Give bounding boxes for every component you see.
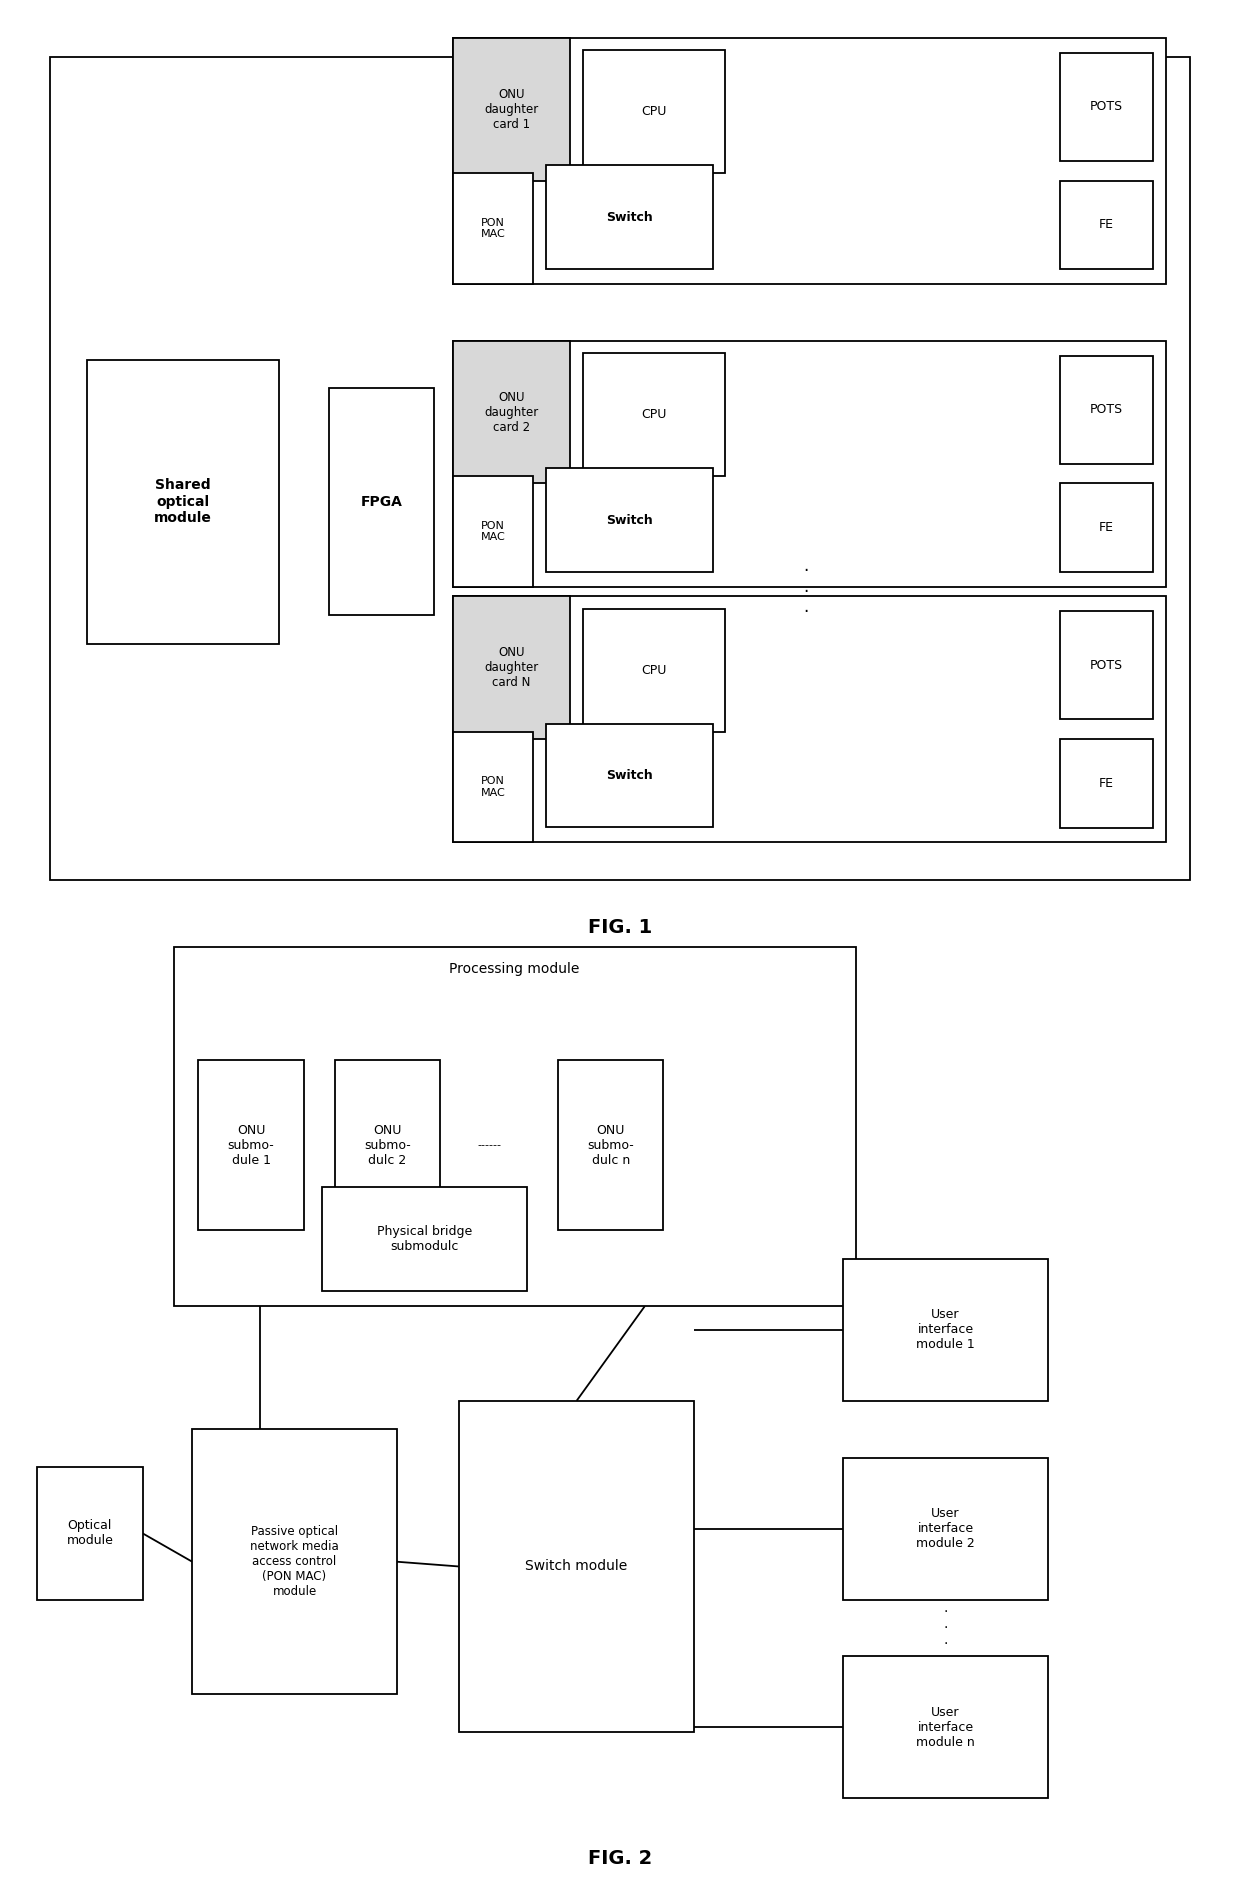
Bar <box>50 57 1190 880</box>
Bar <box>198 1060 304 1230</box>
Text: POTS: POTS <box>1090 659 1123 672</box>
Bar <box>453 731 533 842</box>
Bar <box>1060 483 1153 572</box>
Bar <box>558 1060 663 1230</box>
Text: ·
·
·: · · · <box>944 1605 947 1651</box>
Bar <box>1060 356 1153 464</box>
Text: Shared
optical
module: Shared optical module <box>154 479 212 524</box>
Bar <box>546 723 713 827</box>
Text: PON
MAC: PON MAC <box>481 776 505 797</box>
Text: FE: FE <box>1099 521 1115 534</box>
Text: Switch: Switch <box>606 513 652 526</box>
Text: Passive optical
network media
access control
(PON MAC)
module: Passive optical network media access con… <box>250 1526 339 1598</box>
Text: CPU: CPU <box>641 106 667 117</box>
Text: ONU
submo-
dulc n: ONU submo- dulc n <box>588 1124 634 1166</box>
Text: PON
MAC: PON MAC <box>481 521 505 541</box>
Text: Switch module: Switch module <box>526 1560 627 1573</box>
Bar <box>583 49 725 174</box>
Bar <box>453 172 533 284</box>
Text: Optical
module: Optical module <box>67 1520 113 1547</box>
Bar <box>322 1187 527 1291</box>
Text: Switch: Switch <box>606 769 652 782</box>
Bar <box>453 38 1166 284</box>
Bar <box>174 946 856 1306</box>
Bar <box>546 468 713 572</box>
Bar <box>335 1060 440 1230</box>
Text: User
interface
module n: User interface module n <box>916 1706 975 1749</box>
Text: PON
MAC: PON MAC <box>481 218 505 239</box>
Bar <box>1060 738 1153 827</box>
Bar <box>329 388 434 615</box>
Text: ONU
daughter
card 2: ONU daughter card 2 <box>485 390 538 433</box>
Bar <box>192 1429 397 1694</box>
Text: User
interface
module 1: User interface module 1 <box>916 1308 975 1352</box>
Text: ONU
daughter
card 1: ONU daughter card 1 <box>485 87 538 131</box>
Bar <box>459 1401 694 1732</box>
Text: FIG. 1: FIG. 1 <box>588 918 652 937</box>
Bar <box>583 354 725 475</box>
Bar <box>546 165 713 269</box>
Bar <box>453 38 570 180</box>
Text: ONU
submo-
dulc 2: ONU submo- dulc 2 <box>365 1124 410 1166</box>
Text: ------: ------ <box>477 1140 502 1151</box>
Text: ONU
daughter
card N: ONU daughter card N <box>485 646 538 689</box>
Bar <box>87 360 279 644</box>
Text: FPGA: FPGA <box>361 494 402 509</box>
Text: POTS: POTS <box>1090 403 1123 416</box>
Bar <box>1060 53 1153 161</box>
Bar <box>453 341 1166 587</box>
Text: User
interface
module 2: User interface module 2 <box>916 1507 975 1550</box>
Text: Switch: Switch <box>606 210 652 223</box>
Text: FE: FE <box>1099 218 1115 231</box>
Text: ·
·
·: · · · <box>804 562 808 621</box>
Text: CPU: CPU <box>641 664 667 676</box>
Bar <box>1060 180 1153 269</box>
Bar <box>453 596 1166 842</box>
Text: FIG. 2: FIG. 2 <box>588 1849 652 1868</box>
Text: ONU
submo-
dule 1: ONU submo- dule 1 <box>228 1124 274 1166</box>
Text: FE: FE <box>1099 776 1115 789</box>
Bar <box>843 1458 1048 1600</box>
Bar <box>453 596 570 738</box>
Text: CPU: CPU <box>641 409 667 420</box>
Bar <box>583 608 725 731</box>
Bar <box>843 1259 1048 1401</box>
Text: POTS: POTS <box>1090 100 1123 114</box>
Bar <box>843 1656 1048 1798</box>
Bar <box>453 341 570 483</box>
Bar <box>453 475 533 587</box>
Bar <box>37 1467 143 1600</box>
Text: Processing module: Processing module <box>449 962 580 977</box>
Bar <box>1060 611 1153 719</box>
Text: Physical bridge
submodulc: Physical bridge submodulc <box>377 1225 472 1253</box>
